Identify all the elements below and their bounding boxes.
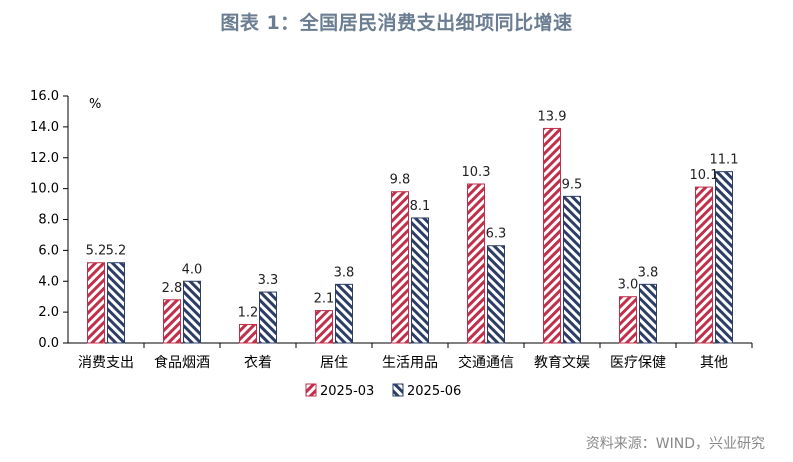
data-label: 3.8 xyxy=(638,265,659,280)
data-label: 10.3 xyxy=(462,165,491,180)
bar-2025-03 xyxy=(163,299,181,344)
data-label: 3.0 xyxy=(618,278,639,293)
category-label: 生活用品 xyxy=(382,355,438,371)
bar-2025-03 xyxy=(239,323,257,344)
bar-2025-03 xyxy=(391,191,409,344)
data-label: 8.1 xyxy=(410,199,431,214)
data-label: 4.0 xyxy=(182,262,203,277)
bar-2025-06 xyxy=(259,291,277,344)
y-tick-label: 8.0 xyxy=(38,213,59,228)
data-labels: 5.2 5.2 2.8 4.0 1.2 3.3 2.1 3.8 9.8 8.1 10.3 6.3 13.… xyxy=(86,109,739,320)
chart-title: 图表 1：全国居民消费支出细项同比增速 xyxy=(220,12,573,34)
bar-2025-03 xyxy=(619,296,637,344)
data-label: 3.3 xyxy=(258,273,279,288)
bar-2025-03 xyxy=(315,310,333,344)
bar-2025-06 xyxy=(335,283,353,344)
y-tick-label: 2.0 xyxy=(38,305,59,320)
category-label: 居住 xyxy=(320,355,348,371)
category-label: 医疗保健 xyxy=(610,355,666,371)
source-note: 资料来源：WIND，兴业研究 xyxy=(585,436,765,452)
category-label: 其他 xyxy=(700,355,728,371)
legend: 2025-03 2025-06 xyxy=(305,383,461,399)
bars xyxy=(87,127,733,344)
category-label: 消费支出 xyxy=(78,355,134,371)
bar-2025-03 xyxy=(543,127,561,344)
legend-swatch xyxy=(392,383,404,397)
y-tick-label: 16.0 xyxy=(30,89,59,104)
category-label: 交通通信 xyxy=(458,354,514,371)
data-label: 5.2 xyxy=(106,244,127,259)
y-tick-label: 4.0 xyxy=(38,274,59,289)
bar-2025-06 xyxy=(411,217,429,344)
axes: 0.0 2.0 4.0 6.0 8.0 10.0 12.0 14.0 16.0% 消费支出 食品烟酒… xyxy=(30,89,753,371)
category-label: 衣着 xyxy=(244,355,272,371)
y-tick-label: 10.0 xyxy=(30,182,59,197)
bar-2025-03 xyxy=(695,186,713,344)
category-label: 食品烟酒 xyxy=(154,354,210,371)
legend-label: 2025-03 xyxy=(320,384,374,399)
bar-2025-06 xyxy=(639,283,657,344)
bar-2025-06 xyxy=(487,245,505,344)
bar-2025-06 xyxy=(563,195,581,344)
bar-2025-03 xyxy=(467,183,485,344)
data-label: 6.3 xyxy=(486,227,507,242)
data-label: 3.8 xyxy=(334,265,355,280)
data-label: 11.1 xyxy=(710,153,739,168)
data-label: 2.1 xyxy=(314,292,335,307)
y-tick-label: 12.0 xyxy=(30,151,59,166)
unit-label: % xyxy=(89,97,101,112)
data-label: 1.2 xyxy=(238,305,259,320)
category-label: 教育文娱 xyxy=(534,355,590,371)
data-label: 10.1 xyxy=(690,168,719,183)
bar-2025-06 xyxy=(107,262,125,344)
data-label: 2.8 xyxy=(162,281,183,296)
legend-label: 2025-06 xyxy=(407,384,461,399)
bar-2025-03 xyxy=(87,262,105,344)
y-tick-label: 14.0 xyxy=(30,120,59,135)
legend-swatch xyxy=(305,383,317,397)
data-label: 5.2 xyxy=(86,244,107,259)
y-tick-label: 6.0 xyxy=(38,243,59,258)
data-label: 9.8 xyxy=(390,173,411,188)
data-label: 13.9 xyxy=(538,109,567,124)
bar-2025-06 xyxy=(183,280,201,344)
bar-2025-06 xyxy=(715,171,733,344)
y-tick-label: 0.0 xyxy=(38,336,59,351)
data-label: 9.5 xyxy=(562,177,583,192)
